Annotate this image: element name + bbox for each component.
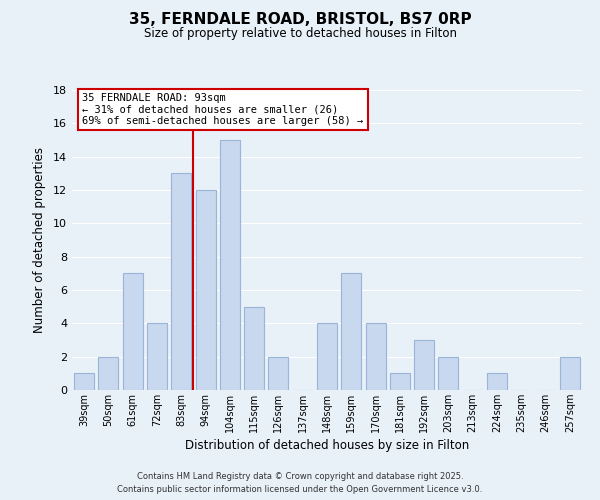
Bar xyxy=(74,374,94,390)
Text: 35, FERNDALE ROAD, BRISTOL, BS7 0RP: 35, FERNDALE ROAD, BRISTOL, BS7 0RP xyxy=(128,12,472,28)
Y-axis label: Number of detached properties: Number of detached properties xyxy=(33,147,46,333)
Bar xyxy=(390,374,410,390)
Bar xyxy=(172,174,191,390)
Bar xyxy=(220,140,240,390)
Bar xyxy=(196,190,215,390)
Bar xyxy=(560,356,580,390)
Bar xyxy=(341,274,361,390)
Bar xyxy=(414,340,434,390)
Bar xyxy=(487,374,507,390)
Bar xyxy=(147,324,167,390)
Bar xyxy=(244,306,264,390)
Bar xyxy=(365,324,386,390)
Bar xyxy=(268,356,289,390)
Text: Size of property relative to detached houses in Filton: Size of property relative to detached ho… xyxy=(143,28,457,40)
X-axis label: Distribution of detached houses by size in Filton: Distribution of detached houses by size … xyxy=(185,439,469,452)
Bar xyxy=(317,324,337,390)
Bar xyxy=(439,356,458,390)
Text: Contains public sector information licensed under the Open Government Licence v3: Contains public sector information licen… xyxy=(118,485,482,494)
Bar xyxy=(123,274,143,390)
Bar xyxy=(98,356,118,390)
Text: 35 FERNDALE ROAD: 93sqm
← 31% of detached houses are smaller (26)
69% of semi-de: 35 FERNDALE ROAD: 93sqm ← 31% of detache… xyxy=(82,93,364,126)
Text: Contains HM Land Registry data © Crown copyright and database right 2025.: Contains HM Land Registry data © Crown c… xyxy=(137,472,463,481)
